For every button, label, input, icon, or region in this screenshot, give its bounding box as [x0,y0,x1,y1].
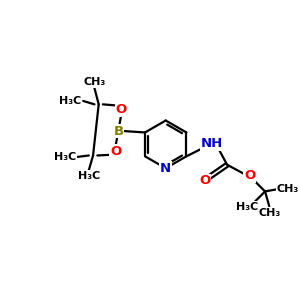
Text: B: B [113,124,123,137]
Text: O: O [244,169,255,182]
Text: CH₃: CH₃ [83,77,106,87]
Text: H₃C: H₃C [59,96,82,106]
Text: H₃C: H₃C [78,171,100,181]
Text: O: O [116,103,127,116]
Text: NH: NH [201,137,223,150]
Text: CH₃: CH₃ [276,184,299,194]
Text: CH₃: CH₃ [258,208,280,218]
Text: H₃C: H₃C [236,202,258,212]
Text: O: O [110,145,121,158]
Text: H₃C: H₃C [54,152,76,162]
Text: O: O [199,174,210,187]
Text: N: N [160,162,171,175]
